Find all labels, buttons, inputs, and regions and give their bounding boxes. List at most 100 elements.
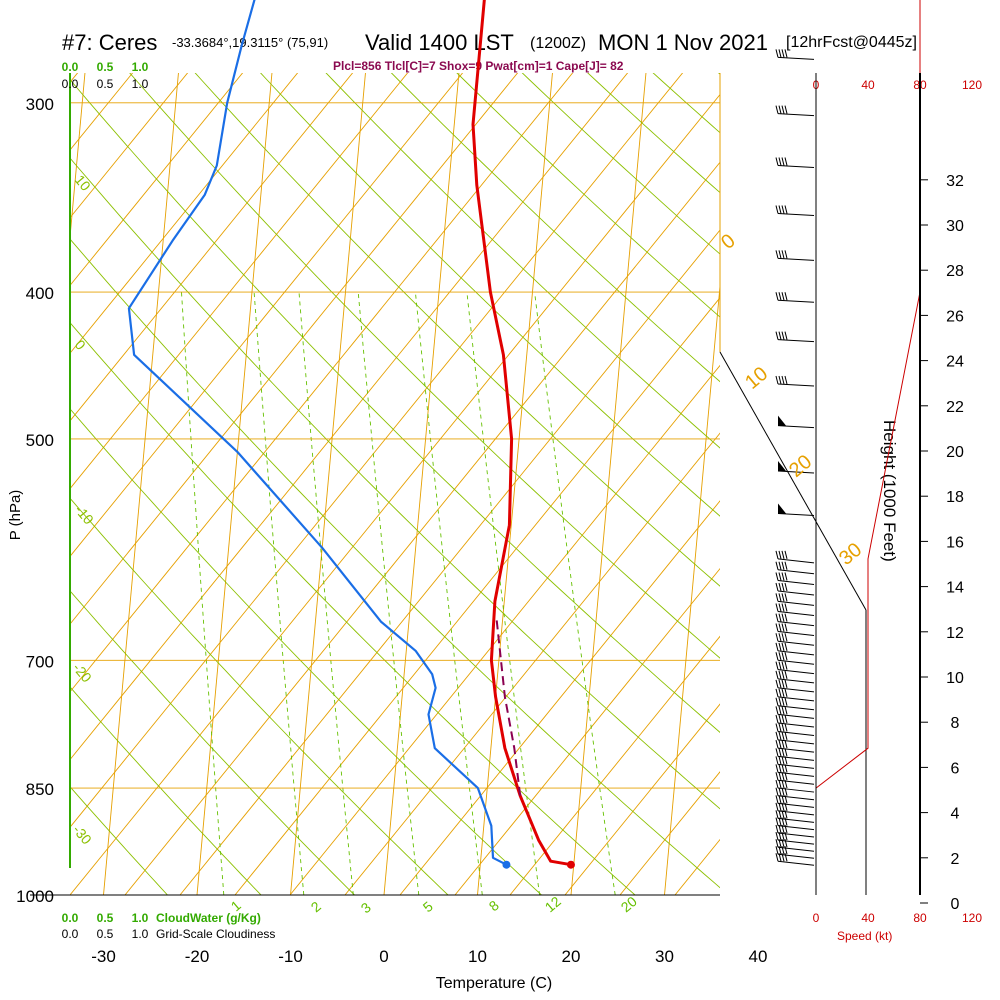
height-tick-label: 14 xyxy=(946,580,964,597)
cloudwater-tick-top: 1.0 xyxy=(132,60,149,74)
isotherm-line xyxy=(454,567,720,895)
height-tick-label: 18 xyxy=(946,489,964,506)
wind-barb-feather xyxy=(784,846,788,855)
height-tick-label: 12 xyxy=(946,625,964,642)
isotherm-line xyxy=(196,73,273,895)
wind-barb-feather xyxy=(784,292,788,301)
speed-tick-label-top: 40 xyxy=(861,78,875,92)
wind-barb-feather xyxy=(781,748,785,757)
wind-barb-feather xyxy=(778,642,782,651)
wind-barb-feather xyxy=(778,832,782,841)
wind-barb-feather xyxy=(778,839,782,848)
height-tick-label: 10 xyxy=(946,670,964,687)
isotherm-line xyxy=(0,0,13,895)
speed-tick-label-top: 120 xyxy=(962,78,982,92)
wind-barb-feather xyxy=(781,561,785,570)
wind-barb xyxy=(777,56,815,60)
wind-barb-feather xyxy=(781,550,785,559)
wind-barb xyxy=(777,213,815,217)
wind-barb-feather xyxy=(784,331,788,340)
wind-barb-feather xyxy=(778,105,782,114)
wind-barb xyxy=(777,802,815,808)
wind-barb-feather xyxy=(784,572,788,581)
wind-barb-feather xyxy=(778,49,782,58)
wind-barb-feather xyxy=(778,756,782,765)
wind-barb-feather xyxy=(781,613,785,622)
wind-barb-feather xyxy=(778,331,782,340)
dry-adiabat-line xyxy=(70,408,543,895)
isotherm-line xyxy=(234,297,720,895)
wind-barb-feather xyxy=(781,795,785,804)
wind-barb-feather xyxy=(778,795,782,804)
isotherm-line xyxy=(570,73,647,895)
station-coords: -33.3684°,19.3115° (75,91) xyxy=(172,35,329,50)
temperature-profile xyxy=(471,0,572,867)
wind-barb-feather xyxy=(781,661,785,670)
wind-barb-feather xyxy=(784,772,788,781)
wind-barb-feather xyxy=(778,582,782,592)
wind-barb-feather xyxy=(775,748,779,757)
isotherm-line xyxy=(730,33,1000,895)
wind-barb-feather xyxy=(781,810,785,819)
wind-barb xyxy=(777,470,815,474)
wind-barb-feather xyxy=(775,603,779,612)
wind-barb xyxy=(777,687,815,693)
dry-adiabat-line xyxy=(325,73,720,449)
wind-barb-feather xyxy=(784,832,788,841)
wind-barb-feather xyxy=(781,670,785,679)
wind-barb-feather xyxy=(781,652,785,661)
x-axis-label: Temperature (C) xyxy=(436,975,552,992)
wind-barb-feather xyxy=(784,550,788,559)
isotherm-line xyxy=(344,432,720,895)
wind-barb-feather xyxy=(784,764,788,773)
wind-barb xyxy=(777,659,815,665)
wind-barb-feather xyxy=(781,779,785,789)
dry-adiabat-line xyxy=(901,0,1000,927)
wind-barb xyxy=(777,839,815,845)
wind-barb-feather xyxy=(775,756,779,765)
cloudiness-tick-top: 0.0 xyxy=(62,77,79,91)
wind-barb-feather xyxy=(784,779,788,789)
dry-adiabat-line xyxy=(714,0,1000,927)
wind-barb xyxy=(777,832,815,838)
wind-barb xyxy=(777,787,815,793)
mixing-ratio-label: 2 xyxy=(308,898,324,915)
wind-barb xyxy=(777,696,815,702)
wind-barb-feather xyxy=(778,714,782,724)
wind-barb-feather xyxy=(775,250,779,259)
wind-barb-feather xyxy=(775,292,779,301)
wind-barb-feather xyxy=(784,810,788,819)
wind-barb xyxy=(777,512,815,516)
wind-barb xyxy=(777,747,815,753)
mixing-ratio-line xyxy=(357,292,420,895)
wind-barb-feather xyxy=(784,623,788,632)
height-tick-label: 6 xyxy=(951,760,960,777)
wind-barb-feather xyxy=(778,740,782,749)
wind-speed-profile xyxy=(815,0,921,862)
dry-adiabat-label: -30 xyxy=(70,822,95,848)
valid-date: MON 1 Nov 2021 xyxy=(598,30,768,55)
y-axis-label: P (hPa) xyxy=(7,490,24,541)
forecast-info: [12hrFcst@0445z] xyxy=(786,34,917,51)
wind-barb-feather xyxy=(781,292,785,301)
wind-barb-feather xyxy=(775,633,779,642)
wind-barb-feather xyxy=(778,603,782,612)
isotherm-line xyxy=(290,73,366,895)
wind-barb-feather xyxy=(775,697,779,706)
mixing-ratio-line xyxy=(414,292,483,895)
dry-adiabat-line xyxy=(70,786,169,895)
height-tick-label: 28 xyxy=(946,263,964,280)
wind-barb xyxy=(777,795,815,801)
wind-barb-feather xyxy=(781,756,785,765)
wind-barb-feather xyxy=(781,764,785,773)
wind-barb-feather xyxy=(781,787,785,796)
wind-barb-feather xyxy=(784,582,788,592)
isotherm-line xyxy=(477,73,553,895)
wind-barb-feather xyxy=(784,561,788,570)
temperature-tick-label: -10 xyxy=(278,947,303,966)
temperature-tick-label: 10 xyxy=(468,947,487,966)
wind-barb-feather xyxy=(778,824,782,834)
wind-barb xyxy=(777,650,815,656)
wind-barb-feather xyxy=(778,723,782,732)
wind-barb-feather xyxy=(784,661,788,670)
